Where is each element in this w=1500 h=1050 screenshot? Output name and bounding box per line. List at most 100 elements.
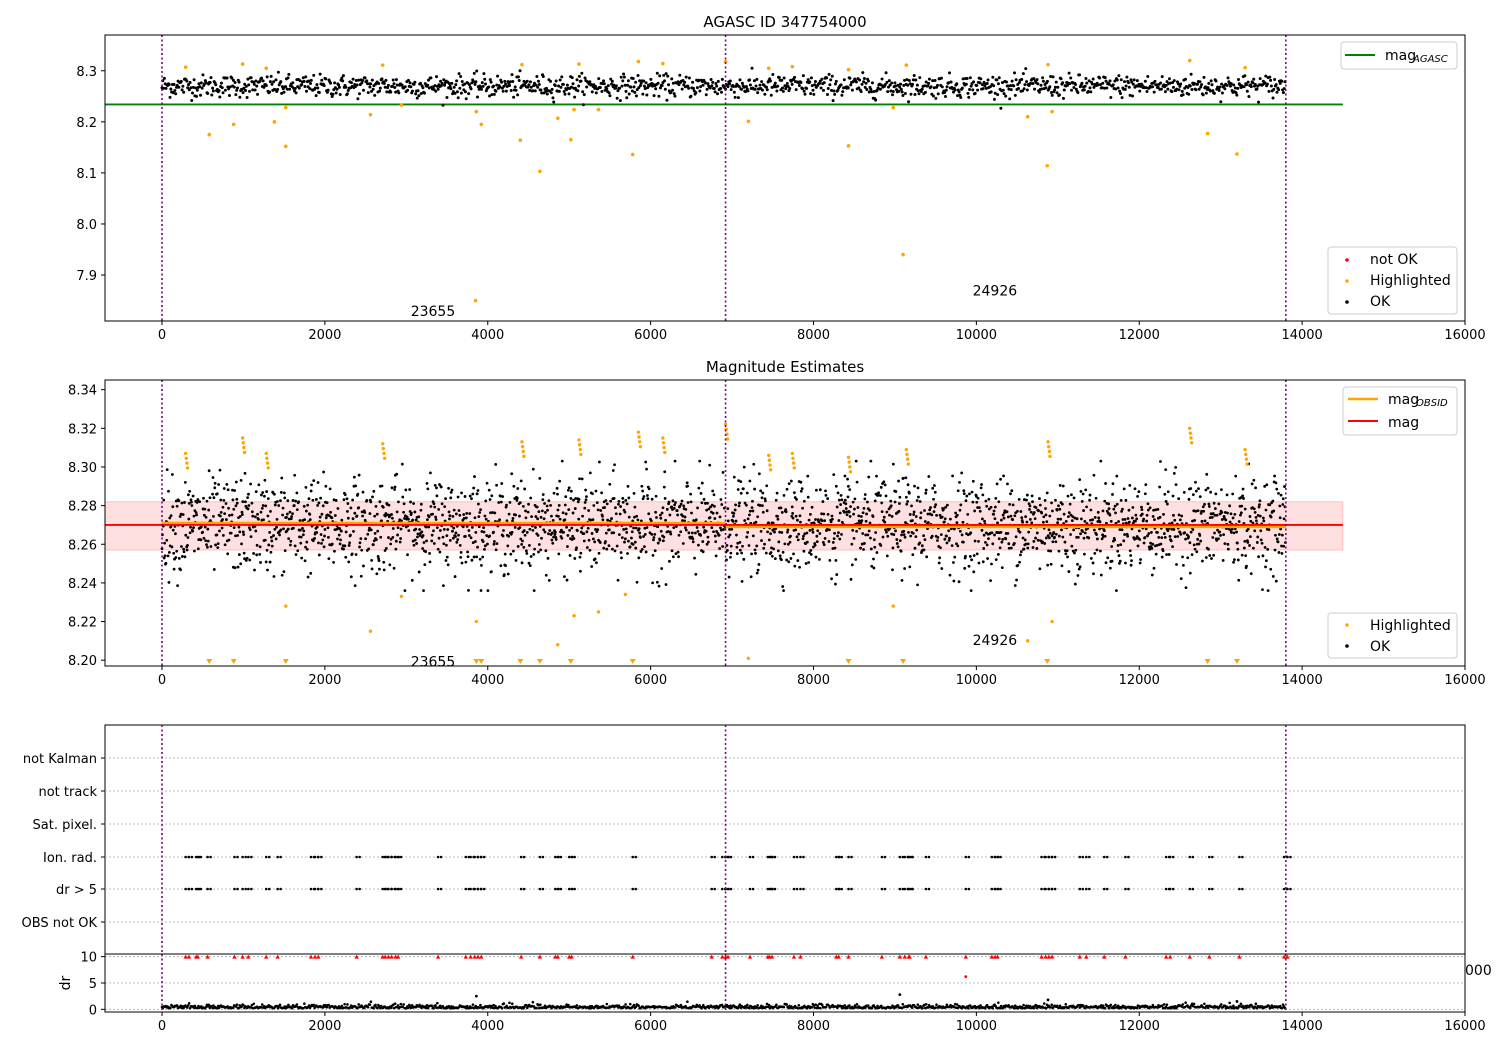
- ok-point: [213, 486, 217, 490]
- ok-point: [480, 81, 484, 85]
- ok-point: [898, 539, 902, 542]
- ok-point: [812, 92, 816, 96]
- ok-point: [713, 90, 717, 94]
- ok-point: [569, 489, 573, 493]
- ok-point: [829, 78, 833, 82]
- ok-point: [565, 578, 569, 582]
- ok-point: [1128, 93, 1132, 97]
- dr-point: [290, 1006, 294, 1010]
- ok-point: [613, 463, 616, 467]
- ok-point: [604, 540, 607, 543]
- ok-point: [660, 567, 664, 570]
- ok-point: [720, 503, 724, 506]
- ok-point: [884, 71, 888, 75]
- ok-point: [1035, 547, 1039, 550]
- ok-point: [296, 549, 300, 553]
- ok-point: [1043, 542, 1047, 545]
- dr-point: [508, 1001, 511, 1005]
- ok-point: [942, 520, 946, 524]
- ok-point: [504, 82, 508, 86]
- ok-point: [445, 96, 449, 100]
- ok-point: [815, 540, 819, 544]
- ok-point: [488, 94, 492, 98]
- ok-point: [275, 525, 278, 529]
- ok-point: [1136, 494, 1139, 498]
- ok-point: [1236, 86, 1240, 90]
- ok-point: [468, 494, 472, 498]
- flag-point: [927, 855, 931, 859]
- p2-x-tick-label: 12000: [1119, 673, 1160, 688]
- flag-point: [837, 855, 841, 859]
- ok-point: [455, 79, 459, 83]
- ok-point: [1072, 528, 1076, 532]
- ok-point: [215, 533, 219, 537]
- dr-point: [169, 1006, 172, 1010]
- ok-point: [1212, 501, 1216, 505]
- ok-point: [865, 512, 868, 516]
- ok-point: [607, 91, 611, 95]
- ok-point: [302, 504, 306, 508]
- ok-point: [1068, 82, 1072, 86]
- ok-point: [212, 515, 215, 518]
- ok-point: [211, 86, 215, 90]
- flag-point: [726, 855, 730, 859]
- ok-point: [687, 76, 691, 80]
- ok-point: [918, 76, 922, 80]
- ok-point: [1278, 516, 1282, 520]
- ok-point: [1186, 556, 1190, 560]
- highlighted-point: [891, 105, 896, 110]
- flag-point: [570, 855, 573, 859]
- flag-point: [190, 887, 194, 891]
- ok-point: [999, 530, 1003, 534]
- highlighted-point: [474, 619, 479, 624]
- ok-point: [253, 515, 257, 519]
- ok-point: [299, 535, 303, 539]
- ok-point: [309, 82, 313, 86]
- ok-point: [456, 538, 460, 541]
- flag-point: [184, 887, 187, 891]
- ok-point: [630, 89, 634, 93]
- highlighted-point: [1243, 447, 1247, 452]
- ok-point: [1004, 94, 1008, 98]
- ok-point: [368, 526, 371, 530]
- ok-point: [1041, 520, 1045, 524]
- ok-point: [655, 516, 658, 519]
- flag-point: [241, 887, 244, 891]
- ok-point: [1061, 81, 1065, 85]
- ok-point: [479, 87, 483, 91]
- ok-point: [1016, 563, 1020, 567]
- ok-point: [209, 76, 213, 80]
- ok-point: [173, 88, 177, 92]
- ok-point: [1058, 484, 1062, 487]
- obsid-annotation: 24926: [973, 283, 1018, 299]
- flag-point: [898, 887, 902, 891]
- ok-point: [1245, 89, 1249, 93]
- flag-point: [394, 887, 398, 891]
- ok-point: [280, 476, 284, 480]
- ok-point: [520, 542, 524, 546]
- ok-point: [980, 528, 984, 532]
- ok-point: [848, 488, 852, 492]
- ok-point: [998, 546, 1002, 550]
- p1-x-tick-label: 8000: [797, 328, 830, 343]
- ok-point: [964, 82, 968, 86]
- ok-point: [979, 77, 983, 81]
- ok-point: [1002, 92, 1006, 96]
- ok-point: [451, 514, 455, 518]
- ok-point: [517, 78, 521, 82]
- ok-point: [746, 517, 750, 521]
- ok-point: [230, 513, 234, 517]
- ok-point: [1253, 511, 1257, 514]
- ok-point: [1043, 498, 1047, 502]
- ok-point: [824, 489, 827, 493]
- ok-point: [741, 487, 745, 491]
- panel-2-legend-upper: mag OBSID mag: [1342, 386, 1458, 436]
- ok-point: [798, 514, 802, 518]
- ok-point: [594, 489, 598, 493]
- ok-point: [198, 85, 202, 89]
- highlighted-point: [368, 629, 373, 633]
- flag-point: [924, 855, 928, 859]
- ok-point: [200, 86, 204, 90]
- ok-point: [702, 525, 706, 529]
- ok-point: [480, 530, 484, 533]
